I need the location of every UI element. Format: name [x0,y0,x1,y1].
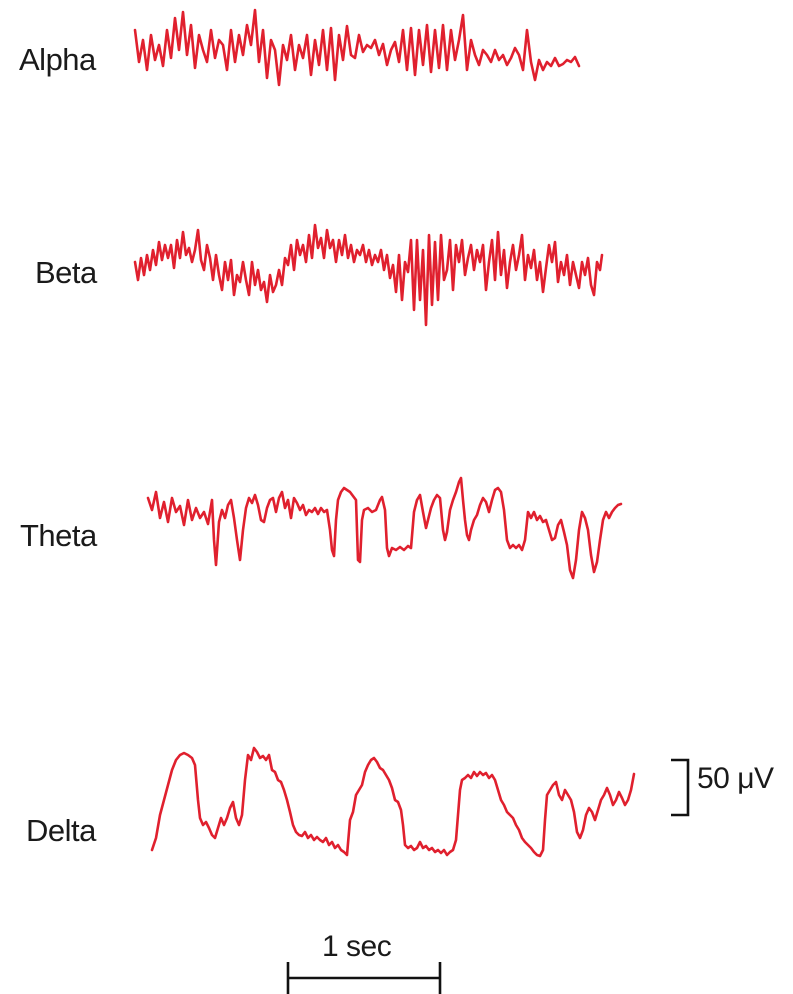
amplitude-scale-bar [671,758,690,817]
theta-label: Theta [20,518,97,553]
amplitude-scale-label: 50 μV [697,762,774,795]
beta-wave-trace [133,223,604,327]
time-scale-bar [286,962,442,994]
delta-wave-trace [150,746,636,858]
alpha-wave-trace [133,8,581,87]
beta-label: Beta [35,255,97,290]
delta-label: Delta [26,813,96,848]
time-scale-label: 1 sec [322,930,392,963]
theta-wave-trace [146,476,623,580]
alpha-label: Alpha [19,42,96,77]
